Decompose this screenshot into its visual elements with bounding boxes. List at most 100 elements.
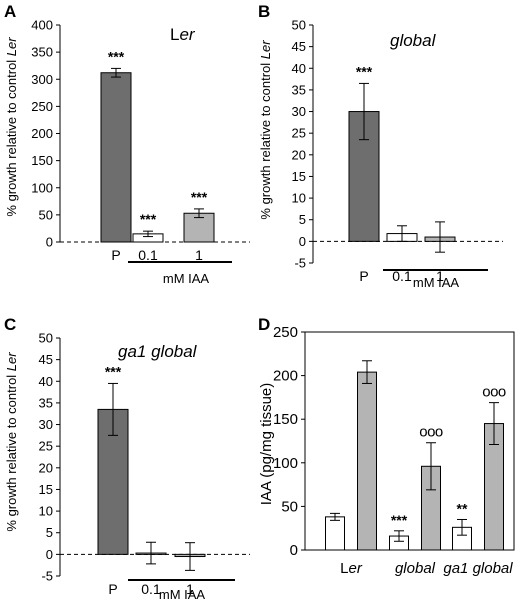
panel-c-x-category-label: 0.1 <box>141 581 161 597</box>
panel-d-significance-label: ooo <box>482 384 506 401</box>
panel-d-bar <box>325 516 345 551</box>
panel-a-bar <box>100 72 132 243</box>
panel-c-y-label: % growth relative to control Ler <box>4 352 19 532</box>
panel-d-y-ticks: 0 50 100 150 200 250 <box>273 324 305 559</box>
panel-a-significance-label: *** <box>191 189 208 205</box>
panel-c-y-label-italic: Ler <box>4 352 19 371</box>
panel-c-letter: C <box>4 315 16 334</box>
panel-d-category-italic: er <box>349 560 363 577</box>
panel-b-y-tick-label: 45 <box>292 39 306 54</box>
panel-c-bars: *** P 0.1 1 <box>97 363 206 597</box>
panel-b-y-tick-label: -5 <box>294 256 306 271</box>
panel-b-x-category-label: 0.1 <box>392 268 412 284</box>
panel-c-y-tick-label: 20 <box>39 460 53 475</box>
panel-d-axis <box>304 331 515 551</box>
panel-d-letter: D <box>258 315 270 334</box>
panel-c-x-group-label: mM IAA <box>159 587 206 602</box>
panel-a-y-tick-label: 200 <box>31 126 53 141</box>
panel-d-y-tick-label: 150 <box>273 411 298 428</box>
panel-c-y-tick-label: 45 <box>39 352 53 367</box>
panel-b-x-category-label: P <box>359 268 368 284</box>
panel-b-y-tick-label: 10 <box>292 191 306 206</box>
panel-a-significance-label: *** <box>140 211 157 227</box>
panel-b-title-italic: global <box>390 31 437 50</box>
panel-c-x-category-label: 1 <box>186 581 194 597</box>
panel-a-y-tick-label: 50 <box>39 207 53 222</box>
panel-c: C ga1 global % growth relative to contro… <box>4 315 250 602</box>
panel-a-y-tick-label: 0 <box>46 235 53 250</box>
panel-c-y-tick-label: 10 <box>39 504 53 519</box>
panel-b-y-label: % growth relative to control Ler <box>258 40 273 220</box>
panel-d-y-tick-label: 50 <box>281 498 298 515</box>
panel-d-categories: Ler global ga1 global <box>340 560 513 577</box>
panel-c-y-tick-label: 5 <box>46 525 53 540</box>
panel-b-title: global <box>390 31 437 50</box>
panel-a-x-group-label: mM IAA <box>163 271 210 286</box>
panel-d-y-tick-label: 250 <box>273 324 298 341</box>
panel-c-axis <box>59 338 250 581</box>
panel-a-x-category-label: 1 <box>195 247 203 263</box>
panel-b-y-tick-label: 25 <box>292 126 306 141</box>
panel-b-x-group-label: mM IAA <box>413 275 460 290</box>
panel-b-bars: *** P 0.1 1 <box>348 63 456 284</box>
panel-d-frame <box>304 331 515 551</box>
panel-b-letter: B <box>258 2 270 21</box>
panel-a-y-label-text: % growth relative to control <box>4 56 19 216</box>
panel-c-title: ga1 global <box>118 342 198 361</box>
panel-c-y-ticks: -5 0 5 10 15 20 25 30 35 40 45 50 <box>39 331 60 584</box>
panel-c-y-label-text: % growth relative to control <box>4 371 19 531</box>
panel-a-y-tick-label: 350 <box>31 45 53 60</box>
panel-d-category-main: L <box>340 560 348 577</box>
panel-a-x-category-label: 0.1 <box>138 247 158 263</box>
panel-d-significance-label: *** <box>391 512 408 528</box>
panel-b-y-tick-label: 40 <box>292 61 306 76</box>
panel-b-y-tick-label: 30 <box>292 104 306 119</box>
panel-b-y-tick-label: 35 <box>292 82 306 97</box>
panel-a-y-tick-label: 150 <box>31 153 53 168</box>
panel-b-significance-label: *** <box>356 63 373 79</box>
panel-c-y-tick-label: 0 <box>46 547 53 562</box>
panel-b-y-label-text: % growth relative to control <box>258 59 273 219</box>
panel-d-y-tick-label: 200 <box>273 368 298 385</box>
panel-d-x-category-label: global <box>395 560 436 577</box>
panel-a-bars: *** P *** 0.1 *** 1 <box>100 48 215 263</box>
panel-a-letter: A <box>4 2 16 21</box>
panel-a-y-tick-label: 400 <box>31 18 53 33</box>
panel-a-title-italic: er <box>179 25 195 44</box>
panel-b-y-label-italic: Ler <box>258 40 273 59</box>
panel-a-y-tick-label: 250 <box>31 99 53 114</box>
panel-c-title-italic: ga1 global <box>118 342 198 361</box>
panel-a: A Ler % growth relative to control Ler 0… <box>4 2 250 286</box>
panel-c-y-tick-label: -5 <box>41 569 53 584</box>
panel-a-y-tick-label: 300 <box>31 72 53 87</box>
panel-b-y-tick-label: 50 <box>292 18 306 33</box>
panel-c-x-category-label: P <box>108 581 117 597</box>
panel-d-significance-label: ooo <box>419 424 443 441</box>
panel-d-significance-label: ** <box>457 500 468 516</box>
panel-c-significance-label: *** <box>105 363 122 379</box>
panel-a-y-label-italic: Ler <box>4 37 19 56</box>
panel-d-x-category-label: ga1 global <box>443 560 513 577</box>
panel-c-y-tick-label: 25 <box>39 439 53 454</box>
panel-d-bars: *** ooo ** ooo <box>325 360 506 551</box>
panel-d-y-tick-label: 100 <box>273 455 298 472</box>
panel-c-y-tick-label: 50 <box>39 331 53 346</box>
panel-b-y-tick-label: 0 <box>299 234 306 249</box>
panel-a-title: Ler <box>170 25 196 44</box>
panel-b-y-tick-label: 5 <box>299 212 306 227</box>
panel-b: B global % growth relative to control Le… <box>258 2 503 290</box>
panel-a-y-label: % growth relative to control Ler <box>4 37 19 217</box>
panel-a-title-main: L <box>170 25 179 44</box>
panel-c-y-tick-label: 40 <box>39 374 53 389</box>
panel-a-y-tick-label: 100 <box>31 180 53 195</box>
panel-a-x-category-label: P <box>111 247 120 263</box>
panel-c-y-tick-label: 15 <box>39 482 53 497</box>
panel-b-y-tick-label: 20 <box>292 147 306 162</box>
panel-a-significance-label: *** <box>108 48 125 64</box>
panel-d-y-tick-label: 0 <box>290 542 298 559</box>
panel-b-y-ticks: -5 0 5 10 15 20 25 30 35 40 45 50 <box>292 18 313 271</box>
panel-c-y-tick-label: 35 <box>39 395 53 410</box>
panel-d-y-label: IAA (pg/mg tissue) <box>258 383 275 506</box>
